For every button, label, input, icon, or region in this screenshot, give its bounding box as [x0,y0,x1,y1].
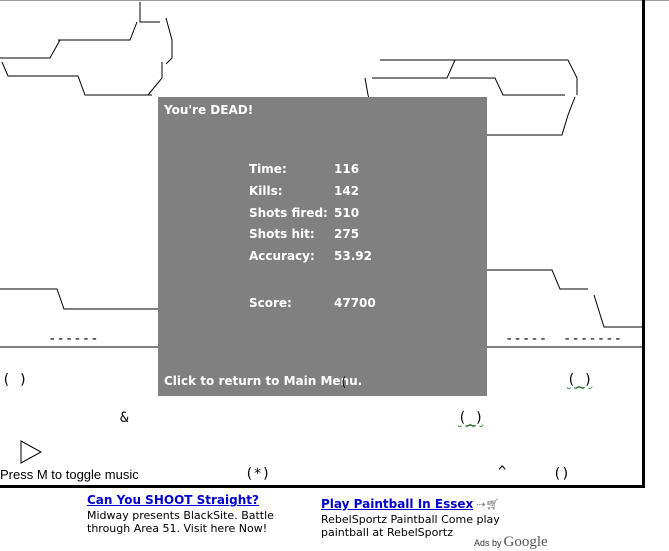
stat-value-shots-fired: 510 [334,206,360,220]
enemy-sprite: ( ) [2,372,28,388]
ad-title-link[interactable]: Play Paintball In Essex [321,497,474,511]
cursor-marker: ( [340,375,348,389]
music-toggle-hint: Press M to toggle music [0,467,139,482]
ground-dash: ----- [505,331,548,347]
ad-body-line: RebelSportz Paintball Come play [321,513,500,526]
stat-label-shots-fired: Shots fired: [249,206,328,220]
ad-unit: Play Paintball In Essex ⇢🛒︎ RebelSportz P… [321,493,500,539]
stat-value-score: 47700 [334,296,376,310]
ad-unit: Can You SHOOT Straight? Midway presents … [87,493,274,535]
stat-label-score: Score: [249,296,292,310]
game-over-dialog[interactable]: You're DEAD! Time: 116 Kills: 142 Shots … [158,97,487,396]
return-to-menu-text: Click to return to Main Menu. [164,374,363,388]
google-logo: Google [503,534,548,550]
dialog-title: You're DEAD! [164,103,254,117]
ad-body-line: paintball at RebelSportz [321,526,453,539]
ad-body-line: through Area 51. Visit here Now! [87,522,268,535]
top-border [0,0,669,1]
ads-by-google-link[interactable]: Ads by Google [474,534,548,551]
play-icon[interactable] [20,440,42,464]
game-area[interactable]: ------ -- --------- ----- ------- ( ) (_… [0,0,645,488]
stat-value-kills: 142 [334,184,360,198]
player-sprite: (*) [245,466,271,482]
stat-value-accuracy: 53.92 [334,249,372,263]
ads-by-label: Ads by [474,538,502,548]
return-to-menu-link[interactable]: Click to return to Main Menu. [164,374,362,388]
ampersand-sprite: & [120,410,129,426]
cart-icon: ⇢🛒︎ [476,498,500,511]
ad-body-line: Midway presents BlackSite. Battle [87,509,274,522]
enemy-sprite: (_) [458,410,484,426]
stat-label-shots-hit: Shots hit: [249,227,315,241]
ground-dash: ------- [563,331,623,347]
enemy-sprite: () [553,466,570,482]
ground-dash: ------ [48,331,99,347]
stat-label-time: Time: [249,162,287,176]
ad-bar: Can You SHOOT Straight? Midway presents … [0,490,669,545]
stat-label-kills: Kills: [249,184,283,198]
stat-value-shots-hit: 275 [334,227,360,241]
enemy-sprite: (_) [567,372,593,388]
caret-sprite: ^ [498,464,507,480]
ad-title-link[interactable]: Can You SHOOT Straight? [87,493,259,507]
stat-label-accuracy: Accuracy: [249,249,315,263]
stat-value-time: 116 [334,162,360,176]
